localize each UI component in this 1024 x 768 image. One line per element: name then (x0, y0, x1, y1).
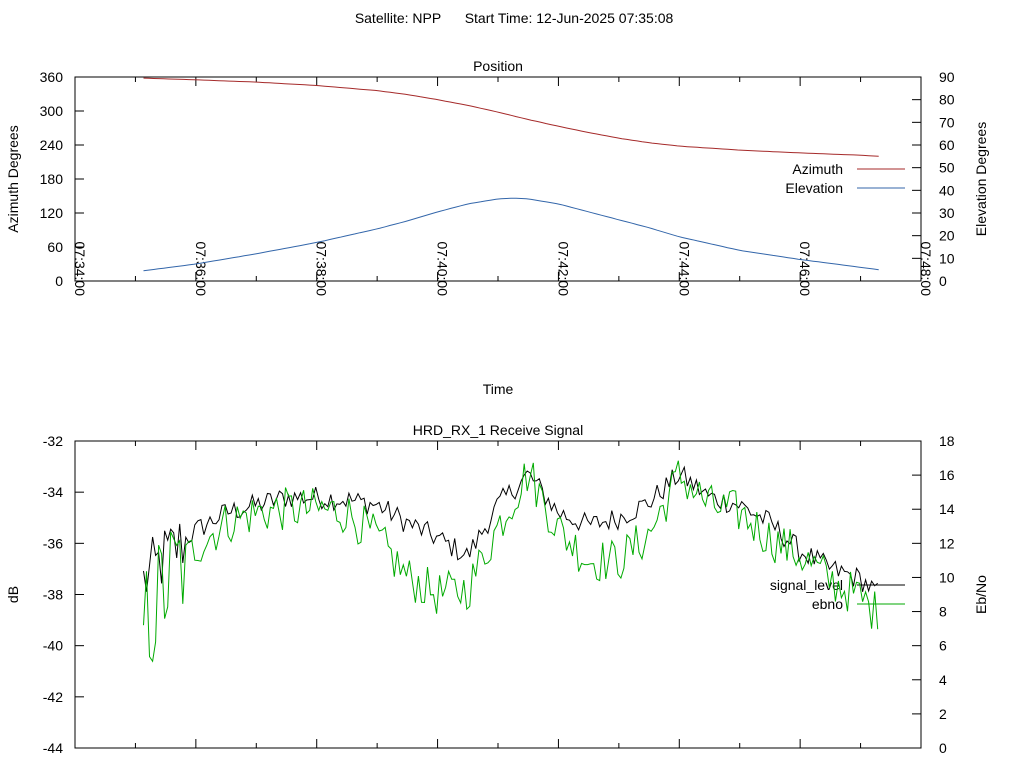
x-tick-label: 07:40:00 (435, 242, 451, 297)
y-tick-label: -38 (43, 587, 63, 603)
y-tick-label: 60 (47, 239, 63, 255)
y-tick-label: -44 (43, 740, 63, 756)
x-tick-label: 07:36:00 (193, 242, 209, 297)
legend-label: Azimuth (792, 161, 843, 177)
plot-border (74, 440, 922, 749)
series-line-ebno (143, 460, 879, 663)
x-tick-label: 07:44:00 (676, 242, 692, 297)
y2-tick-label: 8 (939, 604, 947, 620)
y2-tick-label: 18 (939, 433, 955, 449)
y2-tick-label: 90 (939, 69, 955, 85)
x-tick-label: 07:34:00 (72, 242, 88, 297)
y2-axis-label: Elevation Degrees (973, 122, 989, 236)
x-tick-label: 07:48:00 (918, 242, 934, 297)
y2-tick-label: 80 (939, 92, 955, 108)
y-axis-label: Azimuth Degrees (5, 125, 21, 232)
y-axis-label: dB (5, 586, 21, 603)
y-tick-label: 0 (55, 273, 63, 289)
y-tick-label: -36 (43, 535, 63, 551)
x-tick-label: 07:46:00 (797, 242, 813, 297)
y-tick-label: 180 (40, 171, 64, 187)
legend-label: signal_level (770, 577, 843, 593)
y2-tick-label: 6 (939, 638, 947, 654)
y-tick-label: 120 (40, 205, 64, 221)
position-chart: Position 07:34:00 07:36:00 07:38:00 07:40:00… (5, 58, 989, 397)
x-tick-label: 07:42:00 (555, 242, 571, 297)
y-tick-label: 240 (40, 137, 64, 153)
chart-title: HRD_RX_1 Receive Signal (413, 422, 583, 438)
y2-tick-label: 0 (939, 740, 947, 756)
start-time-label: Start Time: 12-Jun-2025 07:35:08 (465, 10, 674, 26)
y2-tick-label: 12 (939, 535, 955, 551)
y-tick-label: -32 (43, 433, 63, 449)
y-tick-label: 360 (40, 69, 64, 85)
x-tick-label: 07:38:00 (314, 242, 330, 297)
chart-title: Position (473, 58, 523, 74)
y2-tick-label: 4 (939, 672, 947, 688)
y-tick-label: -40 (43, 638, 63, 654)
legend-label: Elevation (785, 180, 843, 196)
signal-chart: HRD_RX_1 Receive Signal -44 -42 -40 -38 -36 -3… (5, 422, 989, 756)
y2-tick-label: 10 (939, 569, 955, 585)
series-line-azimuth (143, 77, 879, 157)
y2-tick-label: 40 (939, 182, 955, 198)
satellite-label: Satellite: NPP (355, 10, 441, 26)
y-tick-label: -34 (43, 484, 63, 500)
y-tick-label: -42 (43, 689, 63, 705)
series-line-signal-level (143, 465, 879, 593)
x-axis-label: Time (483, 381, 514, 397)
legend-label: ebno (812, 596, 843, 612)
y2-tick-label: 2 (939, 706, 947, 722)
y2-tick-label: 20 (939, 228, 955, 244)
y2-tick-label: 14 (939, 501, 955, 517)
y2-tick-label: 60 (939, 137, 955, 153)
y2-tick-label: 16 (939, 467, 955, 483)
series-line-elevation (143, 197, 879, 272)
y2-tick-label: 50 (939, 160, 955, 176)
y2-axis-label: Eb/No (973, 575, 989, 614)
y2-tick-label: 10 (939, 250, 955, 266)
y2-tick-label: 30 (939, 205, 955, 221)
y-tick-label: 300 (40, 103, 64, 119)
y2-tick-label: 70 (939, 114, 955, 130)
y2-tick-label: 0 (939, 273, 947, 289)
